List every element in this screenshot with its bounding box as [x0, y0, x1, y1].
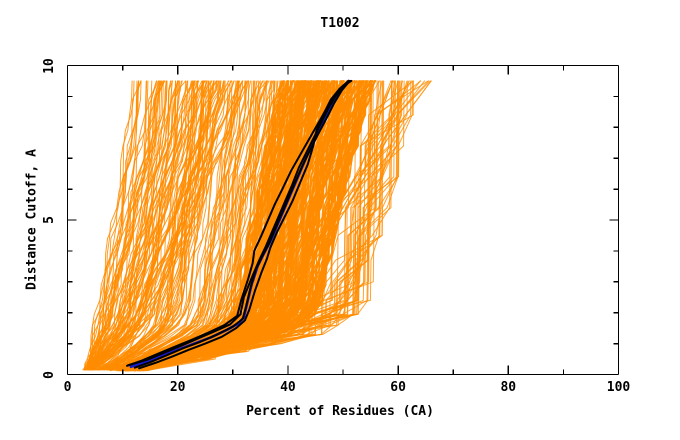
y-tick-label-5: 5	[41, 216, 57, 224]
chart-title: T1002	[320, 16, 360, 31]
prediction-curve	[108, 80, 239, 371]
y-axis-label: Distance Cutoff, A	[24, 149, 40, 290]
x-tick-label-80: 80	[500, 380, 517, 395]
x-tick-label-0: 0	[63, 380, 72, 395]
prediction-curve-steep	[92, 80, 249, 371]
prediction-curve-steep	[91, 80, 179, 371]
prediction-curve-steep	[84, 80, 199, 371]
prediction-curve-low	[125, 80, 394, 372]
prediction-curve	[102, 80, 207, 371]
prediction-outlier-curve	[232, 80, 410, 351]
prediction-curve	[105, 80, 233, 371]
prediction-curve-dense	[114, 80, 294, 371]
x-tick-label-20: 20	[169, 380, 186, 395]
prediction-curve-steep	[90, 80, 199, 371]
prediction-curve-steep	[83, 80, 139, 371]
x-axis-label: Percent of Residues (CA)	[246, 404, 434, 419]
reference-curve	[133, 79, 351, 369]
curves-layer	[82, 79, 432, 372]
prediction-curve-steep	[91, 80, 172, 371]
prediction-curve-steep	[83, 80, 159, 371]
prediction-curve-low	[123, 80, 319, 372]
prediction-outlier-curve	[122, 80, 173, 366]
prediction-outlier-curve	[248, 80, 432, 345]
prediction-outlier-curve	[221, 80, 394, 354]
prediction-curve-dense	[118, 80, 327, 371]
y-tick-label-0: 0	[41, 370, 57, 379]
prediction-curve-steep	[86, 80, 168, 371]
x-tick-label-40: 40	[280, 380, 296, 395]
prediction-curve-steep	[84, 80, 133, 371]
plot-clip-mask	[0, 0, 680, 65]
x-tick-label-100: 100	[606, 380, 631, 395]
prediction-curve-low	[124, 80, 413, 372]
x-tick-label-60: 60	[390, 380, 406, 395]
prediction-curve	[112, 80, 238, 371]
prediction-curve	[114, 80, 261, 371]
prediction-curve-steep	[89, 80, 235, 371]
prediction-curve-steep	[84, 80, 194, 371]
prediction-curve-steep	[84, 80, 153, 371]
prediction-curve-low	[144, 80, 430, 372]
prediction-curve-steep	[92, 80, 196, 371]
prediction-curve-low	[131, 80, 384, 372]
prediction-curve-steep	[91, 80, 222, 371]
prediction-curve-steep	[91, 80, 183, 371]
prediction-curve	[106, 80, 222, 371]
prediction-curve-low	[137, 80, 402, 372]
prediction-curve	[89, 80, 160, 371]
prediction-curve	[114, 80, 250, 371]
prediction-curve	[112, 80, 250, 371]
prediction-curve-steep	[88, 80, 215, 371]
prediction-curve-low	[125, 80, 341, 372]
plot-clip-mask	[0, 0, 67, 440]
plot-clip-mask	[619, 0, 680, 440]
prediction-curve-low	[126, 80, 372, 372]
y-tick-label-10: 10	[41, 57, 57, 74]
prediction-curve-steep	[82, 80, 135, 371]
prediction-curve	[111, 80, 252, 371]
reference-curve	[126, 79, 353, 367]
prediction-curve-low	[134, 80, 395, 372]
prediction-curve-steep	[90, 80, 165, 371]
prediction-curve-steep	[89, 80, 142, 371]
plot-clip-mask	[0, 375, 680, 440]
reference-curve	[127, 79, 352, 367]
prediction-curve	[99, 80, 215, 371]
